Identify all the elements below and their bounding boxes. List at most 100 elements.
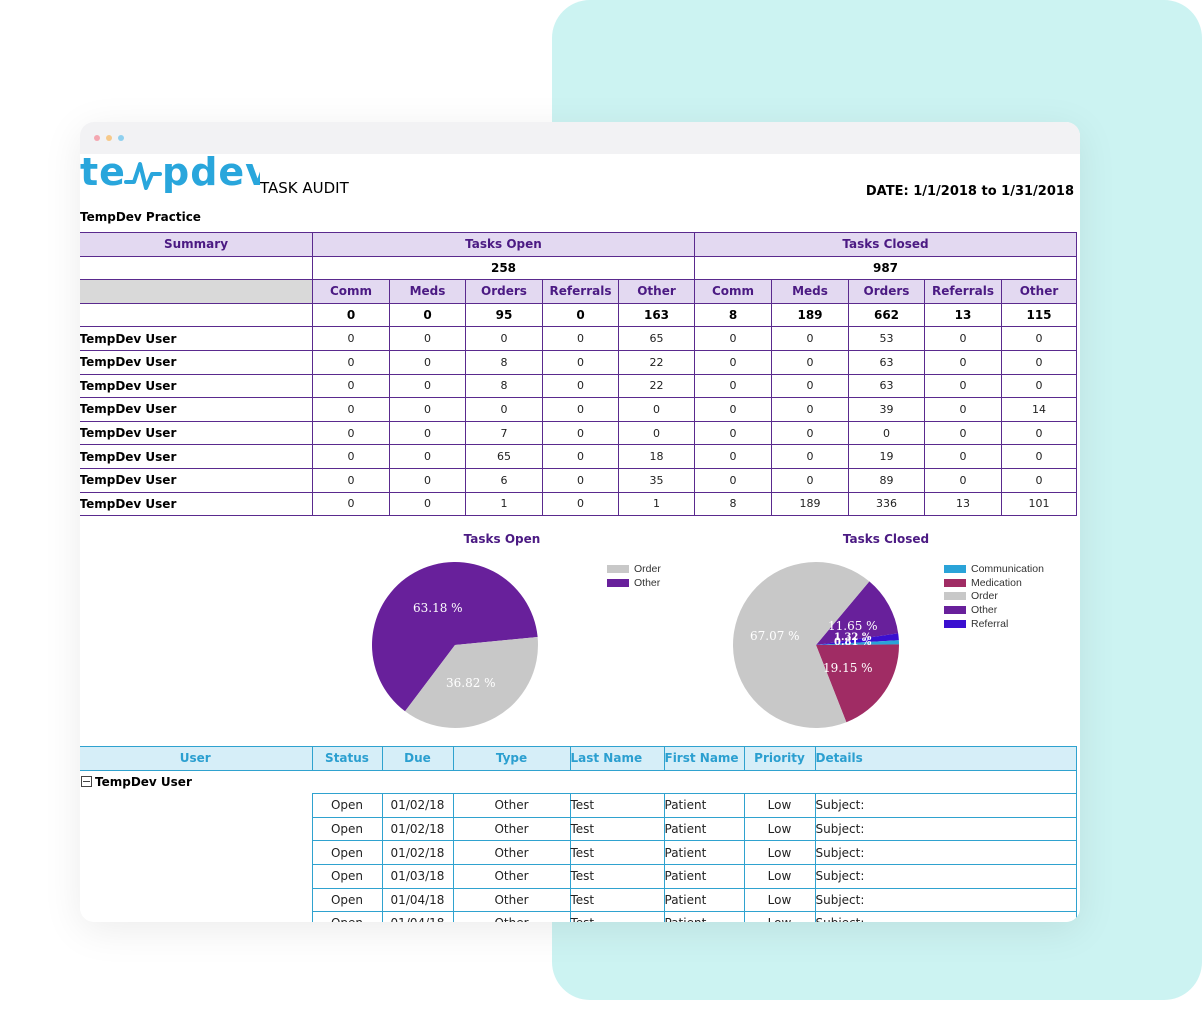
report-window: te pdev TASK AUDIT DATE: 1/1/2018 to 1/3… [80,122,1080,922]
column-header-closed-meds: Meds [771,279,849,304]
summary-value-cell: 0 [924,444,1002,469]
closed-communication-pct: 0.81 % [834,637,872,648]
task-row[interactable]: Open 01/02/18 Other Test Patient Low Subject: [80,793,1077,818]
legend-label: Order [634,562,661,575]
window-dot-1[interactable] [94,135,100,141]
user-name-cell: TempDev User [80,349,313,375]
task-cell-details: Subject: [814,793,1077,818]
summary-header-row: Summary Tasks Open Tasks Closed [80,232,1078,257]
svg-text:pdev: pdev [162,154,260,194]
task-cell-due: 01/02/18 [381,840,454,865]
summary-value-cell: 0 [694,467,772,493]
closed-slice-communication [816,640,899,645]
task-cell-status: Open [311,840,383,865]
user-group-row[interactable]: TempDev User [80,769,1077,794]
detail-header-last-name[interactable]: Last Name [569,746,665,771]
detail-header-details[interactable]: Details [814,746,1077,771]
task-cell-details: Subject: [814,840,1077,865]
summary-value-cell: 0 [542,373,619,399]
summary-value-cell: 0 [694,397,772,422]
user-group-label: TempDev User [95,774,192,789]
user-name-cell: TempDev User [80,373,313,399]
detail-header-first-name[interactable]: First Name [663,746,745,771]
detail-header-type[interactable]: Type [452,746,571,771]
user-summary-row: TempDev User 0 0 6 0 35 0 0 89 0 0 [80,467,1078,493]
closed-order-pct: 67.07 % [750,629,800,643]
task-cell-last-name: Test [569,840,665,865]
tasks-closed-pie-chart [733,562,899,728]
summary-value-cell: 0 [924,349,1002,375]
detail-header-user[interactable]: User [80,746,313,771]
user-summary-row: TempDev User 0 0 65 0 18 0 0 19 0 0 [80,444,1078,469]
summary-value-cell: 0 [312,349,390,375]
task-cell-status: Open [311,863,383,889]
legend-label: Other [634,576,661,589]
task-cell-status: Open [311,816,383,842]
legend-label: Order [971,590,998,603]
user-name-cell: TempDev User [80,397,313,422]
collapse-minus-icon[interactable] [81,775,92,787]
open-total: 258 [312,255,695,281]
legend-swatch [607,578,629,587]
summary-value-cell: 65 [465,444,543,469]
task-cell-priority: Low [743,863,816,889]
task-cell-type: Other [452,840,571,865]
summary-value-cell: 0 [771,373,849,399]
detail-header-due[interactable]: Due [381,746,454,771]
practice-name: TempDev Practice [80,210,201,224]
summary-value-cell: 0 [312,444,390,469]
legend-label: Communication [971,562,1044,575]
legend-item: Communication [944,562,1044,576]
summary-value-cell: 0 [771,467,849,493]
detail-header-status[interactable]: Status [311,746,383,771]
summary-value-cell: 14 [1000,397,1078,422]
tasks-open-header: Tasks Open [312,232,695,257]
open-slice-other [371,561,538,712]
summary-value-cell: 0 [542,420,619,446]
task-cell-details: Subject: [814,863,1077,889]
summary-value-cell: 0 [389,444,466,469]
task-cell-details: Subject: [814,816,1077,842]
grand-total-row: 258 987 [80,255,1078,281]
summary-value-cell: 53 [848,326,925,351]
summary-value-cell: 0 [542,326,619,351]
legend-item: Other [607,576,661,590]
category-total-cell: 8 [694,302,772,328]
task-cell-due: 01/04/18 [381,887,454,913]
legend-item: Order [944,590,1044,604]
task-row[interactable]: Open 01/03/18 Other Test Patient Low Subject: [80,863,1077,889]
user-summary-row: TempDev User 0 0 8 0 22 0 0 63 0 0 [80,373,1078,399]
task-detail-table: User Status Due Type Last Name First Name Prio… [80,746,1077,922]
task-cell-priority: Low [743,793,816,818]
summary-value-cell: 65 [618,326,695,351]
closed-slice-other [816,581,899,645]
task-row[interactable]: Open 01/02/18 Other Test Patient Low Subject: [80,816,1077,842]
category-total-cell: 0 [312,302,390,328]
window-dot-3[interactable] [118,135,124,141]
closed-referral-pct: 1.32 % [834,632,872,643]
task-cell-status: Open [311,911,383,922]
category-total-cell: 0 [389,302,466,328]
legend-label: Medication [971,576,1022,589]
column-header-closed-other: Other [1000,279,1078,304]
task-cell-due: 01/04/18 [381,911,454,922]
task-row[interactable]: Open 01/02/18 Other Test Patient Low Subject: [80,840,1077,865]
task-cell-first-name: Patient [663,816,745,842]
summary-value-cell: 0 [848,420,925,446]
summary-value-cell: 0 [389,467,466,493]
summary-value-cell: 8 [465,373,543,399]
summary-value-cell: 0 [771,326,849,351]
closed-slice-order [733,562,870,728]
detail-header-priority[interactable]: Priority [743,746,816,771]
open-slice-order [405,636,538,728]
task-cell-status: Open [311,887,383,913]
blank-user-cell [80,864,313,889]
task-cell-first-name: Patient [663,840,745,865]
closed-slice-medication [816,644,899,723]
legend-label: Referral [971,618,1009,631]
column-header-closed-referrals: Referrals [924,279,1002,304]
column-header-closed-comm: Comm [694,279,772,304]
window-dot-2[interactable] [106,135,112,141]
